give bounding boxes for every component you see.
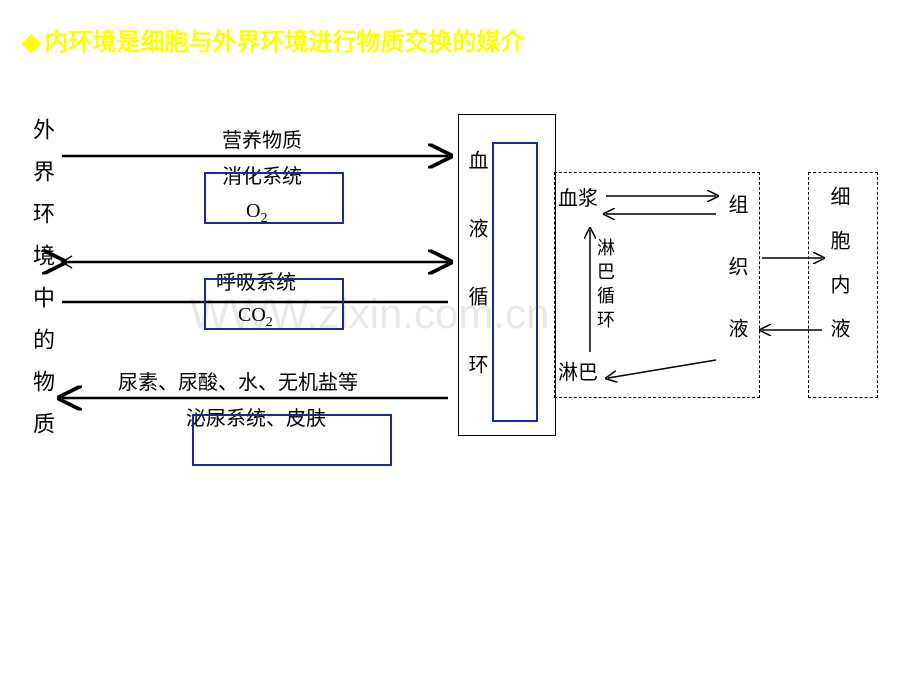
label-plasma: 血浆 — [558, 182, 598, 211]
box-resp — [204, 278, 344, 330]
left-env-label: 外界环境中的物质 — [26, 118, 58, 454]
vlabel-blood-circ: 血液循环 — [462, 150, 491, 422]
label-nutrients: 营养物质 — [222, 124, 302, 153]
label-waste: 尿素、尿酸、水、无机盐等 — [118, 366, 358, 395]
box-digest — [204, 172, 344, 224]
title-diamond: ◆ — [22, 28, 40, 57]
vlabel-icf: 细胞内液 — [824, 186, 853, 362]
box-urinary — [192, 414, 392, 466]
page-title: ◆内环境是细胞与外界环境进行物质交换的媒介 — [22, 22, 524, 57]
vlabel-lymph-circ: 淋巴循环 — [592, 238, 618, 334]
vlabel-tissue: 组织液 — [722, 194, 751, 380]
label-lymph: 淋巴 — [558, 356, 598, 385]
title-text: 内环境是细胞与外界环境进行物质交换的媒介 — [44, 30, 524, 56]
